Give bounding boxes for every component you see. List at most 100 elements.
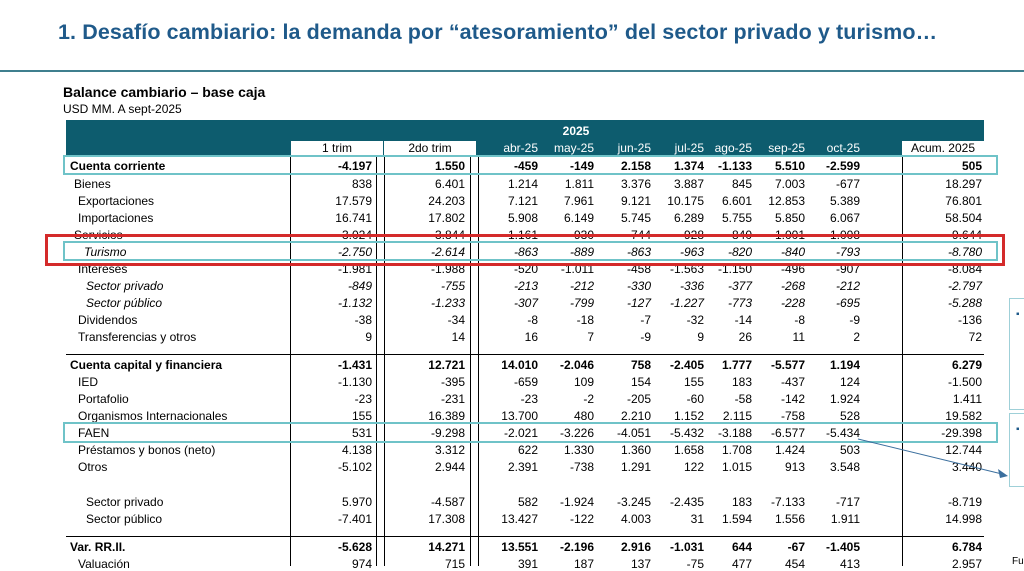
table-cell: -1.133: [717, 159, 752, 173]
table-cell: 187: [573, 557, 594, 571]
table-cell: -5.628: [337, 540, 372, 554]
table-cell: 109: [573, 375, 594, 389]
table-cell: -889: [569, 245, 594, 259]
table-cell: 5.908: [507, 211, 538, 225]
table-cell: 582: [517, 495, 538, 509]
table-cell: 391: [517, 557, 538, 571]
table-cell: 1.015: [721, 460, 752, 474]
table-cell: -5.577: [770, 358, 805, 372]
table-cell: 644: [731, 540, 752, 554]
table-cell: -9.298: [430, 426, 465, 440]
table-cell: 3.376: [620, 177, 651, 191]
table-cell: 155: [683, 375, 704, 389]
table-cell: 505: [961, 159, 982, 173]
table-cell: -1.500: [947, 375, 982, 389]
table-cell: 2: [853, 330, 860, 344]
column-header: jun-25: [617, 141, 651, 155]
section-divider: [66, 354, 984, 355]
table-cell: -205: [626, 392, 651, 406]
table-cell: -4.587: [430, 495, 465, 509]
table-cell: -793: [835, 245, 860, 259]
table-cell: -8.780: [947, 245, 982, 259]
table-cell: 7.121: [507, 194, 538, 208]
table-cell: 6.784: [951, 540, 982, 554]
table-cell: 17.802: [428, 211, 465, 225]
table-cell: 1.291: [620, 460, 651, 474]
column-header: 1 trim: [291, 141, 383, 155]
row-label: Transferencias y otros: [78, 330, 197, 344]
table-cell: -142: [780, 392, 805, 406]
year-header: 2025: [562, 124, 590, 138]
table-cell: 124: [839, 375, 860, 389]
table-cell: -213: [513, 279, 538, 293]
highlight-turismo: [45, 234, 1005, 266]
table-header-band: [66, 120, 984, 156]
table-cell: -5.432: [669, 426, 704, 440]
table-cell: -2.797: [947, 279, 982, 293]
table-cell: -136: [957, 313, 982, 327]
table-cell: 1.911: [830, 512, 860, 526]
table-cell: 1.811: [564, 177, 594, 191]
section-divider: [66, 536, 984, 537]
row-label: Cuenta capital y financiera: [70, 358, 223, 372]
table-cell: 2.115: [722, 409, 752, 423]
row-label: Préstamos y bonos (neto): [78, 443, 216, 457]
table-cell: -2: [583, 392, 594, 406]
table-cell: 12.721: [428, 358, 465, 372]
table-cell: -9: [849, 313, 860, 327]
table-cell: 2.916: [620, 540, 651, 554]
table-cell: 845: [731, 177, 752, 191]
table-cell: 17.579: [335, 194, 372, 208]
table-cell: 5.850: [774, 211, 805, 225]
table-cell: 2.158: [620, 159, 651, 173]
table-cell: -2.599: [825, 159, 860, 173]
table-cell: 1.374: [673, 159, 704, 173]
table-cell: -14: [734, 313, 752, 327]
table-cell: 19.582: [945, 409, 982, 423]
table-cell: -758: [780, 409, 805, 423]
table-cell: 72: [968, 330, 982, 344]
column-separator: [470, 156, 471, 566]
table-cell: 154: [630, 375, 651, 389]
table-cell: -127: [626, 296, 651, 310]
table-cell: 31: [690, 512, 704, 526]
column-header: oct-25: [826, 141, 860, 155]
column-separator: [376, 156, 377, 566]
table-cell: -820: [727, 245, 752, 259]
table-cell: -23: [520, 392, 538, 406]
table-cell: 413: [839, 557, 860, 571]
table-cell: 18.297: [945, 177, 982, 191]
title-divider: [0, 70, 1024, 72]
table-cell: 758: [630, 358, 651, 372]
table-title: Balance cambiario – base caja: [63, 84, 266, 100]
highlight-faen: [63, 422, 998, 443]
table-cell: -8.719: [947, 495, 982, 509]
table-cell: -58: [734, 392, 752, 406]
table-cell: -75: [686, 557, 704, 571]
table-cell: 13.427: [501, 512, 538, 526]
table-cell: 503: [839, 443, 860, 457]
table-cell: 9: [697, 330, 704, 344]
table-cell: -1.405: [825, 540, 860, 554]
table-cell: 531: [351, 426, 372, 440]
table-cell: -1.132: [337, 296, 372, 310]
table-cell: 9: [365, 330, 372, 344]
table-cell: 183: [731, 375, 752, 389]
table-cell: -336: [679, 279, 704, 293]
table-cell: -23: [354, 392, 372, 406]
row-label: Otros: [78, 460, 108, 474]
table-cell: -268: [780, 279, 805, 293]
table-cell: 3.548: [829, 460, 860, 474]
table-cell: 6.401: [434, 177, 465, 191]
row-label: Exportaciones: [78, 194, 155, 208]
table-cell: 6.279: [951, 358, 982, 372]
table-cell: -773: [727, 296, 752, 310]
callout-arrow: [857, 438, 1008, 478]
table-cell: -738: [569, 460, 594, 474]
table-cell: -9: [640, 330, 651, 344]
table-cell: 183: [731, 495, 752, 509]
table-cell: 528: [839, 409, 860, 423]
table-cell: 14.998: [945, 512, 982, 526]
table-cell: 913: [784, 460, 805, 474]
table-cell: 5.510: [774, 159, 805, 173]
